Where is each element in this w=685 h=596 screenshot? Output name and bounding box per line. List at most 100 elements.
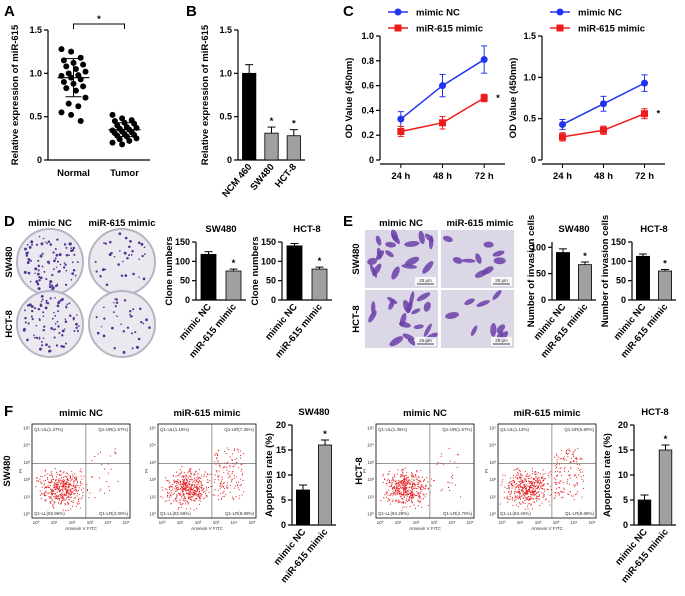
cell: [402, 333, 415, 341]
event: [403, 506, 405, 508]
event: [188, 488, 190, 490]
data-point: [600, 100, 607, 108]
event: [231, 479, 233, 481]
colony: [128, 245, 131, 249]
event: [541, 502, 543, 504]
data-point: [65, 100, 72, 107]
event: [518, 495, 520, 497]
bar: [200, 253, 217, 301]
event: [233, 499, 235, 501]
event: [401, 479, 403, 481]
y-tick-label: 1.5: [523, 31, 536, 41]
event: [194, 484, 196, 486]
event: [195, 479, 197, 481]
colony: [76, 314, 78, 316]
event: [51, 492, 53, 494]
event: [198, 495, 200, 497]
event: [408, 479, 410, 481]
event: [519, 492, 521, 494]
event: [223, 466, 225, 468]
bar: [264, 132, 279, 161]
event: [44, 469, 46, 471]
quadrant-label: Q1-LR(8.89%): [225, 511, 255, 516]
cell: [474, 269, 488, 278]
colony: [115, 298, 118, 301]
event: [183, 479, 185, 481]
colony: [45, 343, 48, 347]
event: [58, 502, 60, 504]
event: [194, 480, 196, 482]
event: [524, 485, 526, 487]
event: [190, 479, 192, 481]
colony: [61, 329, 65, 333]
event: [198, 488, 200, 490]
event: [404, 491, 406, 493]
event: [177, 474, 179, 476]
event: [412, 492, 414, 494]
panel-label: F: [4, 403, 13, 420]
bar: [242, 72, 257, 161]
event: [167, 496, 169, 498]
event: [406, 498, 408, 500]
event: [534, 490, 536, 492]
legend-marker: [394, 8, 402, 16]
event: [183, 475, 185, 477]
event: [535, 480, 537, 482]
event: [391, 495, 393, 497]
event: [235, 496, 237, 498]
colony: [49, 280, 53, 284]
event: [517, 486, 519, 488]
event: [185, 503, 187, 505]
event: [191, 489, 193, 491]
quadrant-label: Q1-LL(82.58%): [160, 511, 191, 516]
colony: [60, 344, 64, 348]
event: [71, 478, 73, 480]
event: [191, 499, 193, 501]
event: [566, 483, 568, 485]
y-tick-label: 15: [276, 445, 286, 455]
cell: [476, 300, 490, 307]
colony: [22, 328, 26, 332]
event: [396, 482, 398, 484]
event: [193, 486, 195, 488]
x-tick-label: 10¹: [517, 520, 524, 525]
event: [532, 494, 534, 496]
event: [179, 499, 181, 501]
event: [555, 482, 557, 484]
event: [395, 487, 397, 489]
y-tick-label: 0: [541, 295, 546, 305]
event: [212, 494, 214, 496]
event: [529, 477, 531, 479]
event: [235, 462, 237, 464]
event: [77, 503, 79, 505]
event: [395, 499, 397, 501]
event: [243, 453, 245, 455]
event: [68, 490, 70, 492]
event: [512, 499, 514, 501]
event: [188, 491, 190, 493]
data-point: [397, 115, 405, 123]
event: [575, 477, 577, 479]
event: [56, 482, 58, 484]
event: [190, 484, 192, 486]
event: [44, 487, 46, 489]
event: [516, 491, 518, 493]
event: [68, 499, 70, 501]
colony: [37, 259, 40, 262]
panel-label: E: [343, 213, 353, 230]
event: [50, 497, 52, 499]
event: [224, 495, 226, 497]
event: [529, 474, 531, 476]
cell: [404, 256, 420, 266]
event: [543, 488, 545, 490]
event: [181, 485, 183, 487]
event: [74, 476, 76, 478]
event: [50, 488, 52, 490]
event: [62, 509, 64, 511]
event: [412, 487, 414, 489]
row-label: HCT-8: [354, 457, 365, 484]
data-point: [116, 136, 123, 143]
event: [57, 497, 59, 499]
event: [192, 495, 194, 497]
event: [396, 490, 398, 492]
